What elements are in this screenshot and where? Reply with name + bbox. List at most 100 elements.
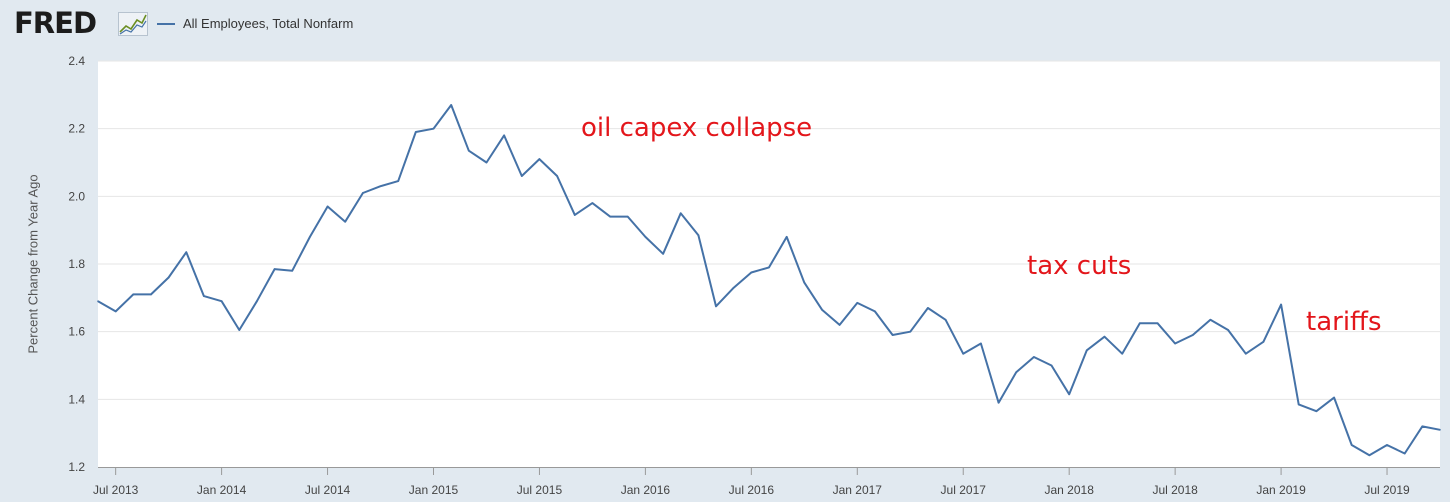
data-point — [273, 268, 276, 270]
x-tick-label: Jul 2018 — [1152, 483, 1198, 497]
data-point — [679, 212, 682, 215]
data-point — [609, 215, 611, 218]
data-point — [114, 310, 117, 313]
x-tick-label: Jan 2019 — [1256, 483, 1306, 497]
data-point — [856, 302, 859, 304]
data-point — [909, 330, 912, 333]
data-point — [1174, 342, 1176, 345]
data-point — [362, 192, 364, 194]
data-point — [591, 202, 594, 204]
data-point — [150, 293, 152, 296]
data-point — [785, 236, 788, 238]
data-point — [203, 295, 205, 297]
annotation-tax-cuts: tax cuts — [1027, 251, 1132, 281]
x-tick-label: Jul 2016 — [729, 483, 775, 497]
data-point — [485, 161, 488, 164]
x-tick-label: Jan 2015 — [409, 483, 459, 497]
data-point — [1421, 425, 1424, 428]
x-tick-label: Jul 2014 — [305, 483, 351, 497]
data-point — [185, 251, 188, 253]
chart-header: FRED All Employees, Total Nonfarm — [0, 0, 1450, 50]
data-point — [874, 310, 876, 313]
data-point — [1403, 452, 1406, 455]
data-point — [1262, 341, 1265, 343]
x-tick-label: Jan 2016 — [621, 483, 671, 497]
data-point — [732, 286, 735, 289]
data-point — [556, 175, 558, 177]
data-point — [1209, 319, 1212, 321]
data-point — [326, 205, 329, 208]
data-point — [291, 269, 294, 272]
data-point — [1333, 396, 1335, 399]
data-point — [468, 149, 470, 152]
data-point — [379, 185, 382, 187]
data-point — [962, 352, 965, 355]
data-point — [538, 158, 541, 160]
data-point — [1121, 352, 1123, 355]
data-point — [1156, 322, 1159, 325]
data-point — [503, 134, 505, 137]
data-point — [220, 300, 223, 303]
fred-logo: FRED — [14, 6, 97, 40]
data-point — [309, 236, 311, 238]
legend-series-label: All Employees, Total Nonfarm — [183, 16, 354, 31]
data-point — [132, 293, 135, 296]
x-tick-label: Jul 2019 — [1364, 483, 1410, 497]
annotation-oil-capex: oil capex collapse — [581, 113, 813, 143]
y-tick-label: 2.0 — [68, 189, 85, 203]
data-point — [1050, 364, 1053, 367]
data-point — [167, 276, 170, 279]
data-point — [256, 300, 258, 303]
data-point — [838, 324, 841, 326]
data-point — [397, 180, 399, 182]
data-point — [1015, 371, 1018, 374]
data-point — [768, 266, 770, 269]
graph-icon — [118, 12, 148, 36]
x-tick-label: Jan 2017 — [833, 483, 883, 497]
y-tick-label: 1.4 — [68, 392, 85, 406]
data-point — [415, 131, 417, 133]
data-point — [97, 300, 99, 303]
data-point — [344, 220, 347, 223]
data-point — [1227, 329, 1229, 331]
data-point — [1280, 303, 1282, 306]
data-point — [1068, 393, 1070, 396]
data-point — [821, 308, 823, 311]
data-point — [803, 281, 806, 284]
data-point — [997, 401, 1000, 404]
annotation-tariffs: tariffs — [1306, 307, 1382, 337]
data-point — [1191, 334, 1194, 336]
x-tick-label: Jan 2014 — [197, 483, 247, 497]
data-point — [891, 334, 894, 336]
y-tick-label: 2.4 — [68, 54, 85, 68]
data-point — [662, 253, 664, 255]
data-point — [432, 127, 435, 130]
data-point — [750, 271, 753, 274]
data-point — [238, 329, 241, 331]
data-point — [1033, 356, 1035, 358]
data-point — [520, 175, 523, 177]
data-point — [944, 319, 947, 321]
data-point — [1315, 410, 1318, 412]
x-tick-label: Jul 2013 — [93, 483, 139, 497]
data-point — [1103, 335, 1106, 338]
x-tick-label: Jul 2017 — [941, 483, 987, 497]
data-point — [980, 342, 982, 345]
data-point — [1386, 444, 1388, 446]
data-point — [626, 215, 629, 218]
data-point — [1368, 454, 1371, 456]
data-point — [715, 305, 717, 308]
legend-swatch — [157, 23, 175, 25]
data-point — [1350, 444, 1353, 446]
data-point — [1244, 352, 1247, 355]
data-point — [1086, 349, 1088, 352]
y-tick-label: 1.2 — [68, 460, 85, 474]
data-point — [1139, 322, 1141, 325]
x-tick-label: Jan 2018 — [1044, 483, 1094, 497]
x-tick-label: Jul 2015 — [517, 483, 563, 497]
y-tick-label: 1.8 — [68, 257, 85, 271]
y-tick-label: 1.6 — [68, 325, 85, 339]
data-point — [697, 234, 700, 237]
data-point — [644, 236, 647, 238]
